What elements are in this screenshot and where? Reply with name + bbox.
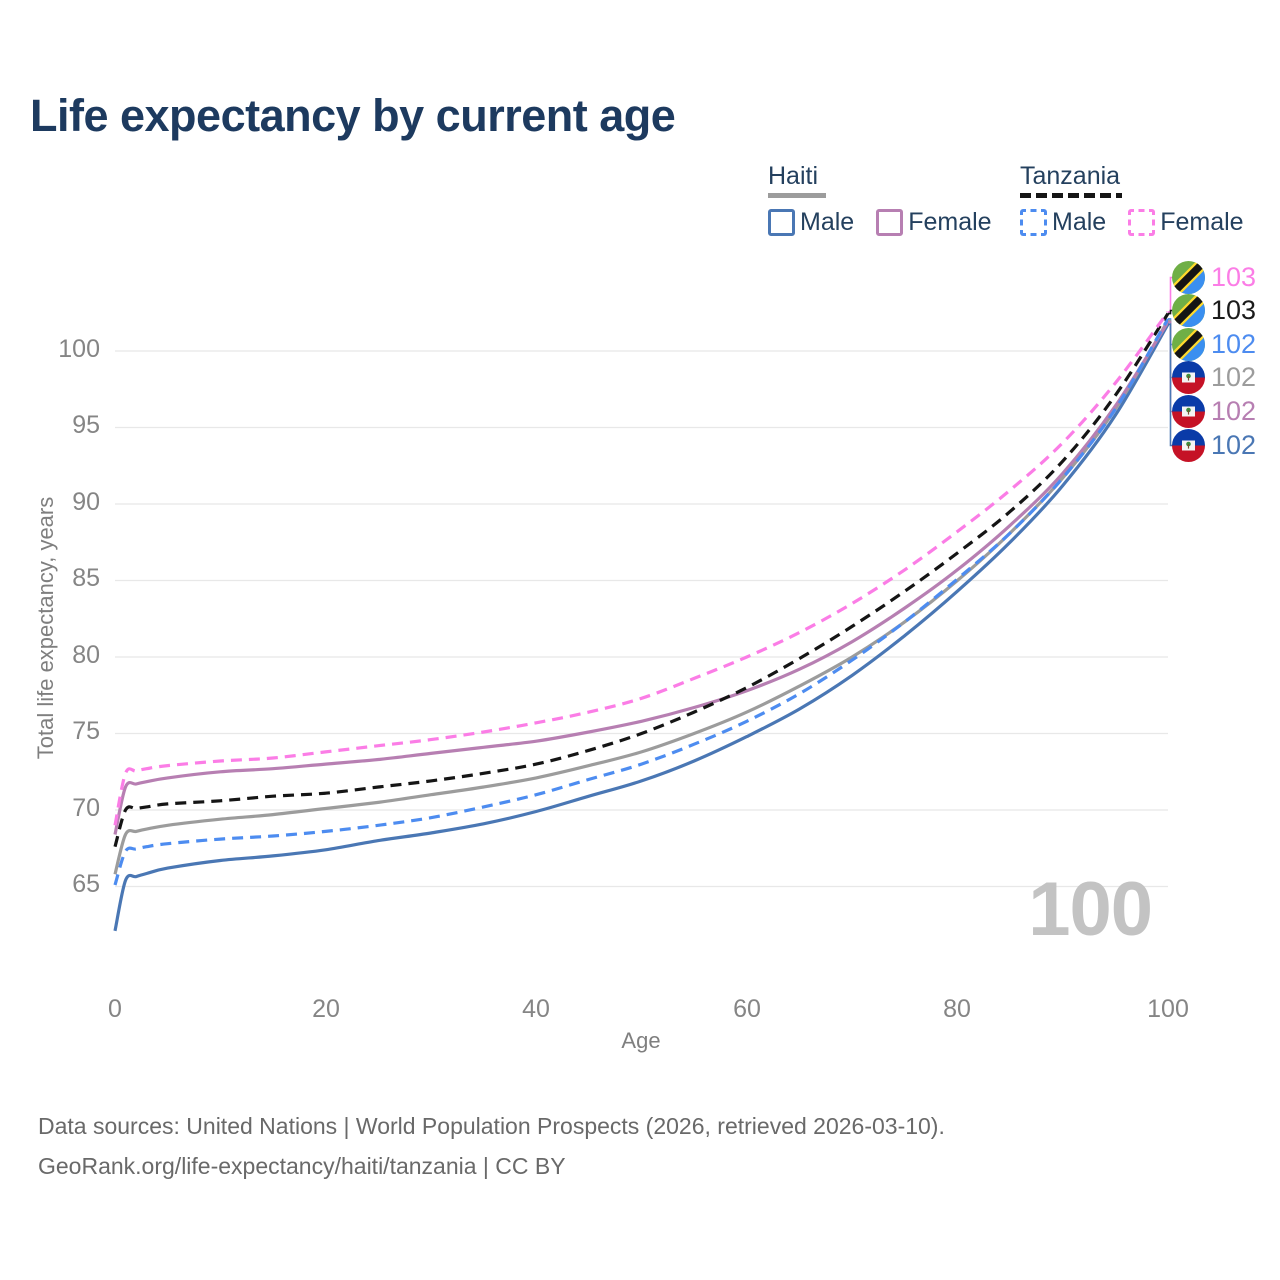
end-label-value: 102 (1211, 396, 1257, 426)
legend-tanzania-label[interactable]: Tanzania (1020, 162, 1121, 190)
tanzania-flag-icon (1172, 294, 1205, 327)
series-line (113, 312, 1170, 848)
end-label-row: 102 (1172, 328, 1256, 361)
series-line (113, 318, 1170, 886)
y-tick-label: 95 (72, 411, 100, 439)
y-tick-label: 85 (72, 564, 100, 592)
x-tick-label: 0 (108, 995, 122, 1023)
legend-group-haiti: Haiti Male Female (768, 162, 1014, 237)
legend-haiti-female-label[interactable]: Female (908, 208, 992, 236)
end-label-value: 102 (1211, 362, 1257, 392)
end-label-row: 102 (1172, 395, 1256, 428)
haiti-flag-icon (1172, 429, 1205, 462)
y-axis-title: Total life expectancy, years (33, 496, 58, 760)
series-line (113, 321, 1170, 835)
haiti-solid-line-swatch (768, 193, 826, 198)
series-line (113, 311, 1170, 826)
legend-tanzania-female-label[interactable]: Female (1160, 208, 1244, 236)
x-tick-label: 60 (733, 995, 761, 1023)
haiti-flag-icon (1172, 395, 1205, 428)
legend-tanzania-male-label[interactable]: Male (1052, 208, 1107, 236)
end-label-row: 103 (1172, 261, 1256, 294)
tanzania-flag-icon (1172, 261, 1205, 294)
legend-group-tanzania: Tanzania Male Female (1020, 162, 1266, 237)
haiti-male-swatch[interactable] (768, 209, 795, 236)
tanzania-male-swatch[interactable] (1020, 209, 1047, 236)
footer: Data sources: United Nations | World Pop… (38, 1106, 945, 1186)
end-label-value: 102 (1211, 430, 1257, 460)
tanzania-flag-icon (1172, 328, 1205, 361)
footer-attribution: GeoRank.org/life-expectancy/haiti/tanzan… (38, 1153, 566, 1179)
x-axis-title: Age (621, 1028, 661, 1053)
tanzania-female-swatch[interactable] (1128, 209, 1156, 236)
end-label-row: 103 (1172, 294, 1256, 327)
series-line (113, 323, 1170, 932)
x-tick-label: 40 (522, 995, 550, 1023)
hover-age-watermark: 100 (1028, 867, 1153, 952)
y-tick-label: 70 (72, 794, 100, 822)
haiti-flag-icon (1172, 361, 1205, 394)
tanzania-dashed-line-swatch (1020, 193, 1122, 198)
series-line (113, 319, 1170, 875)
end-label-value: 103 (1211, 295, 1257, 325)
y-tick-label: 65 (72, 870, 100, 898)
x-tick-label: 80 (943, 995, 971, 1023)
y-tick-label: 90 (72, 488, 100, 516)
end-label-row: 102 (1172, 429, 1256, 462)
end-label-value: 102 (1211, 329, 1257, 359)
footer-data-sources: Data sources: United Nations | World Pop… (38, 1113, 945, 1139)
haiti-female-swatch[interactable] (876, 209, 904, 236)
y-tick-label: 100 (58, 335, 100, 363)
page-title: Life expectancy by current age (30, 90, 676, 141)
y-tick-label: 75 (72, 717, 100, 745)
end-label-value: 103 (1211, 262, 1257, 292)
legend-haiti-label[interactable]: Haiti (768, 162, 819, 190)
x-tick-label: 100 (1147, 995, 1189, 1023)
legend-haiti-male-label[interactable]: Male (800, 208, 855, 236)
y-tick-label: 80 (72, 641, 100, 669)
x-tick-label: 20 (312, 995, 340, 1023)
end-label-row: 102 (1172, 361, 1256, 394)
